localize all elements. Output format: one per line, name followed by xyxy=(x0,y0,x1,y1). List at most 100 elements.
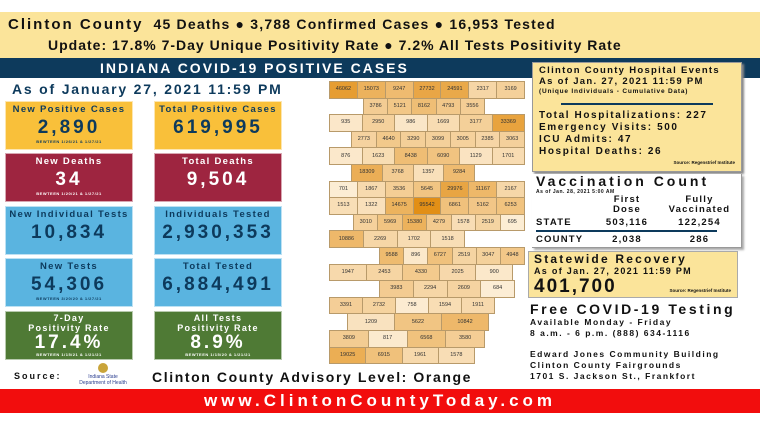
map-county: 3768 xyxy=(381,163,414,182)
map-county: 15380 xyxy=(401,213,428,232)
first-dose: 2,038 xyxy=(612,234,642,245)
map-county: 896 xyxy=(403,246,429,265)
fully-vaccinated: 122,254 xyxy=(678,217,721,228)
map-county: 1518 xyxy=(430,230,465,248)
map-county: 1867 xyxy=(356,180,386,199)
map-county: 2025 xyxy=(438,263,477,282)
tile-total-tested: Total Tested 6,884,491 xyxy=(154,258,282,307)
divider xyxy=(561,103,713,105)
stat-emergency-visits: Emergency Visits: 500 xyxy=(539,122,679,133)
map-row: 10886 2269 1702 1518 xyxy=(329,230,525,248)
map-county: 4640 xyxy=(375,130,402,149)
tile-new-positive-cases: New Positive Cases 2,890 BEWTEEN 1/26/21 &… xyxy=(5,101,133,150)
map-county: 6915 xyxy=(365,346,403,365)
map-county: 9247 xyxy=(384,81,414,99)
map-county: 900 xyxy=(475,263,513,282)
tile-title: New Deaths xyxy=(35,156,103,167)
tile-title: Individuals Tested xyxy=(165,209,271,220)
map-county: 33369 xyxy=(491,114,525,132)
map-county: 1623 xyxy=(361,147,395,165)
map-row: 19025 6915 1961 1578 xyxy=(329,346,525,365)
divider xyxy=(536,230,717,232)
tile-title: Total Deaths xyxy=(182,156,254,167)
logo-text: Indiana State Department of Health xyxy=(79,374,127,386)
map-county: 876 xyxy=(329,147,363,165)
hospital-events-panel: Clinton County Hospital Events As of Jan… xyxy=(532,62,742,172)
tile-individuals-tested: Individuals Tested 2,930,353 xyxy=(154,206,282,255)
map-county: 29976 xyxy=(440,180,470,199)
tile-7day-positivity: 7-Day Positivity Rate 17.4% BEWTEEN 1/15/21… xyxy=(5,311,133,360)
map-row: 3391 2732 758 1594 1911 xyxy=(329,296,525,315)
map-county: 24591 xyxy=(440,81,470,99)
vaccination-title: Vaccination Count xyxy=(536,173,710,189)
map-row: 3809 817 6568 3580 xyxy=(329,329,525,348)
source-label: Source: xyxy=(14,371,62,381)
recovery-date: As of Jan. 27, 2021 11:59 PM xyxy=(534,266,692,276)
recovery-source: Source: Regenstrief Institute xyxy=(669,288,731,293)
testing-days: Available Monday - Friday xyxy=(530,317,673,327)
map-county: 3010 xyxy=(353,213,379,232)
map-county: 1129 xyxy=(459,147,493,165)
map-county: 695 xyxy=(499,213,525,232)
map-county: 4948 xyxy=(499,246,526,265)
map-row: 935 2950 986 1669 3177 33369 xyxy=(329,114,525,132)
map-county: 2453 xyxy=(365,263,404,282)
map-county: 1947 xyxy=(329,263,367,282)
map-row: 46062 15073 9247 27732 24591 2317 3169 xyxy=(329,81,526,99)
tile-sub: BEWTEEN 3/20/20 & 1/27/21 xyxy=(36,296,102,301)
map-county: 4330 xyxy=(402,263,440,282)
tile-sub: BEWTEEN 1/26/21 & 1/27/21 xyxy=(36,139,102,144)
map-county: 758 xyxy=(395,296,429,315)
map-county: 6253 xyxy=(496,197,526,215)
tile-all-tests-positivity: All Tests Positivity Rate 8.9% BEWTEEN 1/15… xyxy=(154,311,282,360)
map-county: 2773 xyxy=(351,130,377,149)
map-county: 4793 xyxy=(435,97,461,116)
map-county: 2269 xyxy=(362,230,398,248)
map-county: 2385 xyxy=(474,130,501,149)
tile-value: 54,306 xyxy=(30,274,108,295)
map-county: 1669 xyxy=(426,114,460,132)
map-county: 6861 xyxy=(440,197,470,215)
map-row: 9588 896 6727 2519 3047 4948 xyxy=(330,246,526,265)
table-row: COUNTY 2,038 286 xyxy=(536,234,737,245)
map-county: 935 xyxy=(329,114,363,132)
hospital-source: Source: Regenstrief Institute xyxy=(673,160,735,165)
page-title: INDIANA COVID-19 POSITIVE CASES xyxy=(100,60,409,76)
map-row: 3983 2294 2609 684 xyxy=(330,280,525,298)
map-county: 3063 xyxy=(499,130,526,149)
map-row: 876 1623 8438 6090 1129 1701 xyxy=(329,147,525,165)
map-county: 95542 xyxy=(412,197,442,215)
map-county: 3809 xyxy=(329,329,369,348)
map-county: 1209 xyxy=(347,313,395,331)
map-county: 15073 xyxy=(356,81,386,99)
recovery-title: Statewide Recovery xyxy=(534,252,687,266)
map-county: 1702 xyxy=(396,230,432,248)
tile-title: Total Positive Cases xyxy=(159,104,277,115)
map-county: 1578 xyxy=(437,346,475,365)
banner-line2: Update: 17.8% 7-Day Unique Positivity Ra… xyxy=(48,37,622,53)
map-county: 8438 xyxy=(394,147,428,165)
map-county: 3580 xyxy=(445,329,485,348)
tile-title: New Tests xyxy=(40,261,98,272)
map-county: 3290 xyxy=(400,130,427,149)
stat-icu-admits: ICU Admits: 47 xyxy=(539,134,633,145)
map-county: 6090 xyxy=(426,147,460,165)
website-link[interactable]: www.ClintonCountyToday.com xyxy=(0,389,760,413)
map-row: 701 1867 3536 5645 29976 11167 2167 xyxy=(329,180,526,199)
map-row: 1209 5622 10842 xyxy=(330,313,525,331)
map-county: 3047 xyxy=(475,246,501,265)
map-row: 3010 5969 15380 4279 1578 2519 695 xyxy=(330,213,525,232)
seal-icon xyxy=(98,363,108,373)
map-county: 2519 xyxy=(475,213,501,232)
recovery-value: 401,700 xyxy=(534,276,617,297)
map-row: 2773 4640 3290 3099 3005 2385 3063 xyxy=(330,130,526,149)
map-county: 2732 xyxy=(362,296,396,315)
map-county: 5969 xyxy=(377,213,403,232)
map-county: 18309 xyxy=(351,163,383,182)
hospital-date: As of Jan. 27, 2021 11:59 PM xyxy=(539,76,704,87)
map-county: 6727 xyxy=(427,246,453,265)
map-county: 3169 xyxy=(496,81,526,99)
tile-total-positive-cases: Total Positive Cases 619,995 xyxy=(154,101,282,150)
as-of-date: As of January 27, 2021 11:59 PM xyxy=(12,81,283,97)
map-county: 2317 xyxy=(468,81,498,99)
